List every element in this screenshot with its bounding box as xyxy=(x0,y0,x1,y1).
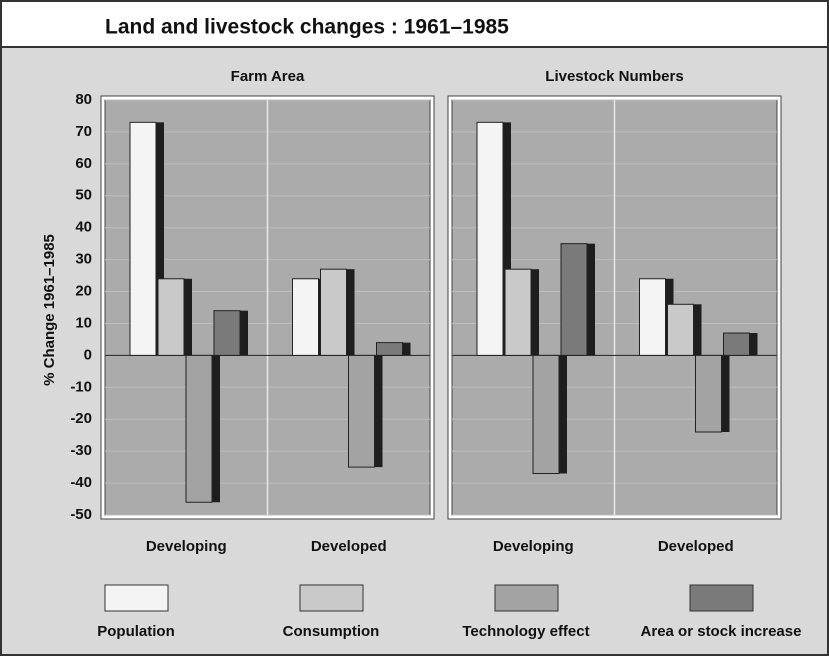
bar xyxy=(320,268,347,356)
bar xyxy=(667,303,694,356)
bar-shadow xyxy=(402,342,411,356)
legend-swatch xyxy=(494,584,559,612)
y-tick-label: -30 xyxy=(70,442,92,459)
y-tick-label: 70 xyxy=(75,123,92,140)
bar xyxy=(292,278,319,356)
bar xyxy=(560,243,588,356)
bar xyxy=(376,342,403,356)
legend-swatch xyxy=(689,584,754,612)
panel-title: Livestock Numbers xyxy=(545,68,683,85)
bar-shadow xyxy=(156,122,164,356)
x-tick-label: Developed xyxy=(658,538,734,555)
bar-shadow xyxy=(374,355,383,468)
bar-shadow xyxy=(184,278,192,356)
bar xyxy=(695,354,722,433)
bar-shadow xyxy=(212,355,220,503)
bar xyxy=(504,268,532,356)
y-tick-label: 50 xyxy=(75,187,92,204)
bar-shadow xyxy=(559,355,567,474)
y-tick-label: -50 xyxy=(70,506,92,523)
bar-shadow xyxy=(721,355,730,432)
legend-label: Population xyxy=(97,623,175,640)
bar xyxy=(157,278,185,356)
y-axis-label: % Change 1961–1985 xyxy=(41,234,58,386)
legend-label: Consumption xyxy=(283,623,380,640)
bar-shadow xyxy=(531,269,539,356)
bar-shadow xyxy=(346,269,355,356)
bar xyxy=(348,354,375,468)
bar xyxy=(723,332,750,356)
bar xyxy=(639,278,666,356)
y-tick-label: 30 xyxy=(75,251,92,268)
bar xyxy=(532,354,560,474)
y-tick-label: 40 xyxy=(75,219,92,236)
legend-swatch xyxy=(299,584,364,612)
y-tick-label: 10 xyxy=(75,314,92,331)
bar-shadow xyxy=(693,304,702,356)
y-tick-label: -10 xyxy=(70,378,92,395)
title-bar xyxy=(0,0,829,48)
y-tick-label: 60 xyxy=(75,155,92,172)
bar xyxy=(129,121,157,356)
bar-shadow xyxy=(749,333,758,356)
y-tick-label: 0 xyxy=(84,346,92,363)
x-tick-label: Developing xyxy=(146,538,227,555)
x-tick-label: Developing xyxy=(493,538,574,555)
bar xyxy=(213,310,241,356)
chart-title: Land and livestock changes : 1961–1985 xyxy=(105,16,509,39)
y-tick-label: -40 xyxy=(70,474,92,491)
x-tick-label: Developed xyxy=(311,538,387,555)
legend-label: Area or stock increase xyxy=(641,623,802,640)
legend-label: Technology effect xyxy=(462,623,589,640)
bar-shadow xyxy=(587,243,595,356)
y-tick-label: 80 xyxy=(75,91,92,108)
bar-shadow xyxy=(240,310,248,356)
panel-title: Farm Area xyxy=(231,68,305,85)
bar xyxy=(476,121,504,356)
bar xyxy=(185,354,213,503)
y-tick-label: 20 xyxy=(75,283,92,300)
bar-shadow xyxy=(503,122,511,356)
legend-swatch xyxy=(104,584,169,612)
y-tick-label: -20 xyxy=(70,410,92,427)
